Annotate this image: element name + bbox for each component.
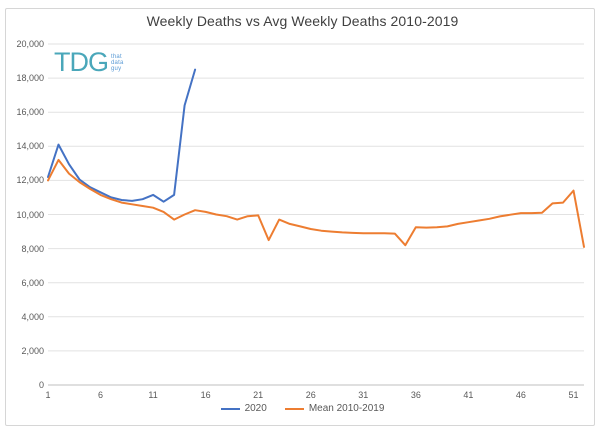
- legend-item-mean-2010-2019: Mean 2010-2019: [284, 403, 385, 414]
- tdg-logo-word-data: data: [111, 60, 124, 66]
- y-axis-tick-label: 4,000: [21, 311, 44, 322]
- y-axis-tick-label: 0: [38, 380, 44, 390]
- y-axis-tick-label: 16,000: [16, 107, 44, 118]
- legend-item-2020: 2020: [220, 403, 267, 414]
- series-line-2020: [47, 68, 197, 203]
- x-axis-tick-label: 21: [253, 390, 264, 400]
- x-axis-tick-label: 26: [305, 390, 316, 400]
- x-axis-tick-label: 36: [410, 390, 421, 400]
- y-axis-tick-label: 2,000: [21, 345, 44, 356]
- y-axis-tick-label: 10,000: [16, 209, 44, 220]
- tdg-logo-word-guy: guy: [111, 66, 122, 72]
- chart-legend: 2020 Mean 2010-2019: [0, 403, 605, 414]
- x-axis-tick-label: 6: [98, 390, 104, 400]
- x-axis-tick-label: 41: [463, 390, 474, 400]
- legend-label-mean-2010-2019: Mean 2010-2019: [308, 403, 385, 414]
- x-axis-tick-label: 46: [515, 390, 526, 400]
- y-axis-tick-label: 20,000: [16, 39, 44, 49]
- x-axis-tick-label: 1: [45, 390, 51, 400]
- tdg-logo-word-that: that: [111, 54, 122, 60]
- x-axis-tick-label: 51: [568, 390, 579, 400]
- tdg-logo-text: TDG: [54, 47, 109, 77]
- tdg-logo: TDG that data guy: [54, 47, 123, 77]
- y-axis-tick-label: 6,000: [21, 277, 44, 288]
- x-axis-tick-label: 31: [358, 390, 369, 400]
- legend-line-swatch-2020: [220, 407, 240, 410]
- tdg-logo-subtext: that data guy: [111, 54, 123, 72]
- y-axis-tick-label: 14,000: [16, 141, 44, 152]
- y-axis-tick-label: 12,000: [16, 175, 44, 186]
- x-axis-tick-label: 16: [200, 390, 211, 400]
- y-axis-tick-label: 18,000: [16, 73, 44, 84]
- legend-label-2020: 2020: [244, 403, 267, 414]
- legend-line-swatch-mean-2010-2019: [284, 407, 304, 410]
- chart-title: Weekly Deaths vs Avg Weekly Deaths 2010-…: [146, 13, 459, 29]
- series-line-mean-2010-2019: [47, 158, 585, 248]
- x-axis-tick-label: 11: [148, 390, 158, 400]
- y-axis-tick-label: 8,000: [21, 243, 44, 254]
